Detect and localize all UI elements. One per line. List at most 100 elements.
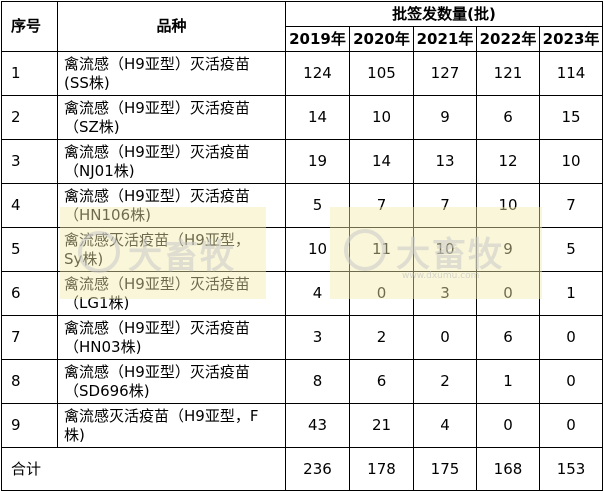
row-value: 10 bbox=[349, 95, 414, 140]
vaccine-name-line2: （LG1株) bbox=[64, 293, 130, 312]
row-value: 0 bbox=[476, 271, 540, 316]
row-value: 7 bbox=[413, 183, 477, 228]
vaccine-name-line1: 禽流感（H9亚型）灭活疫苗 bbox=[64, 98, 250, 117]
row-index: 7 bbox=[1, 315, 58, 360]
row-value: 43 bbox=[285, 403, 350, 448]
row-value: 114 bbox=[538, 51, 604, 96]
header-year: 2021年 bbox=[413, 26, 477, 52]
row-value: 0 bbox=[349, 271, 414, 316]
row-value: 0 bbox=[538, 315, 604, 360]
table-row: 4 禽流感（H9亚型）灭活疫苗 （HN106株) 5 7 7 10 7 bbox=[1, 183, 604, 228]
row-value: 10 bbox=[538, 139, 604, 184]
vaccine-name-line2: （HN106株) bbox=[64, 205, 151, 224]
row-value: 15 bbox=[538, 95, 604, 140]
row-value: 10 bbox=[476, 183, 540, 228]
row-index: 3 bbox=[1, 139, 58, 184]
total-value: 153 bbox=[538, 447, 604, 491]
header-row-top: 序号 品种 批签发数量(批) bbox=[1, 1, 604, 52]
row-index: 4 bbox=[1, 183, 58, 228]
row-value: 0 bbox=[538, 359, 604, 404]
vaccine-name-line1: 禽流感灭活疫苗（H9亚型， bbox=[64, 230, 250, 249]
row-value: 13 bbox=[413, 139, 477, 184]
header-index: 序号 bbox=[1, 1, 58, 52]
row-vaccine-name: 禽流感灭活疫苗（H9亚型， Sy株) bbox=[57, 227, 286, 272]
row-index: 8 bbox=[1, 359, 58, 404]
row-value: 121 bbox=[476, 51, 540, 96]
total-row: 合计 236 178 175 168 153 bbox=[1, 447, 604, 491]
row-value: 14 bbox=[349, 139, 414, 184]
row-value: 5 bbox=[285, 183, 350, 228]
header-group: 批签发数量(批) bbox=[284, 1, 604, 27]
vaccine-name-line1: 禽流感（H9亚型）灭活疫苗 bbox=[64, 362, 250, 381]
total-value: 175 bbox=[413, 447, 477, 491]
row-value: 8 bbox=[285, 359, 350, 404]
row-value: 7 bbox=[349, 183, 414, 228]
header-year: 2022年 bbox=[476, 26, 540, 52]
row-vaccine-name: 禽流感（H9亚型）灭活疫苗 （LG1株) bbox=[57, 271, 286, 316]
table-row: 5 禽流感灭活疫苗（H9亚型， Sy株) 10 11 10 9 5 bbox=[1, 227, 604, 272]
vaccine-name-line2: (SS株) bbox=[64, 73, 110, 92]
header-year: 2020年 bbox=[349, 26, 414, 52]
vaccine-name-line2: （SD696株) bbox=[64, 381, 150, 400]
row-value: 11 bbox=[349, 227, 414, 272]
row-value: 9 bbox=[413, 95, 477, 140]
vaccine-name-line1: 禽流感（H9亚型）灭活疫苗 bbox=[64, 54, 250, 73]
vaccine-name-line2: 株) bbox=[64, 425, 85, 444]
row-value: 2 bbox=[413, 359, 477, 404]
vaccine-name-line2: （SZ株) bbox=[64, 117, 120, 136]
vaccine-name-line2: （NJ01株) bbox=[64, 161, 135, 180]
row-vaccine-name: 禽流感（H9亚型）灭活疫苗 （SD696株) bbox=[57, 359, 286, 404]
row-value: 7 bbox=[538, 183, 604, 228]
table-row: 1 禽流感（H9亚型）灭活疫苗 (SS株) 124 105 127 121 114 bbox=[1, 51, 604, 96]
row-vaccine-name: 禽流感灭活疫苗（H9亚型，F 株) bbox=[57, 403, 286, 448]
row-index: 2 bbox=[1, 95, 58, 140]
table-row: 9 禽流感灭活疫苗（H9亚型，F 株) 43 21 4 0 0 bbox=[1, 403, 604, 448]
vaccine-name-line1: 禽流感（H9亚型）灭活疫苗 bbox=[64, 318, 250, 337]
row-value: 5 bbox=[538, 227, 604, 272]
row-index: 9 bbox=[1, 403, 58, 448]
vaccine-name-line1: 禽流感（H9亚型）灭活疫苗 bbox=[64, 186, 250, 205]
total-value: 168 bbox=[476, 447, 540, 491]
vaccine-name-line1: 禽流感（H9亚型）灭活疫苗 bbox=[64, 142, 250, 161]
row-index: 5 bbox=[1, 227, 58, 272]
header-row-years: 2019年 2020年 2021年 2022年 2023年 bbox=[2, 26, 604, 52]
table-row: 6 禽流感（H9亚型）灭活疫苗 （LG1株) 4 0 3 0 1 bbox=[1, 271, 604, 316]
row-value: 127 bbox=[413, 51, 477, 96]
row-value: 0 bbox=[413, 315, 477, 360]
vaccine-name-line2: （HN03株) bbox=[64, 337, 142, 356]
row-value: 0 bbox=[538, 403, 604, 448]
total-value: 178 bbox=[349, 447, 414, 491]
table-row: 3 禽流感（H9亚型）灭活疫苗 （NJ01株) 19 14 13 12 10 bbox=[1, 139, 604, 184]
row-value: 10 bbox=[285, 227, 350, 272]
row-vaccine-name: 禽流感（H9亚型）灭活疫苗 （HN106株) bbox=[57, 183, 286, 228]
row-value: 105 bbox=[349, 51, 414, 96]
table-row: 7 禽流感（H9亚型）灭活疫苗 （HN03株) 3 2 0 6 0 bbox=[1, 315, 604, 360]
total-label: 合计 bbox=[1, 447, 286, 491]
row-value: 10 bbox=[413, 227, 477, 272]
row-value: 1 bbox=[476, 359, 540, 404]
total-value: 236 bbox=[285, 447, 350, 491]
row-value: 4 bbox=[285, 271, 350, 316]
vaccine-name-line2: Sy株) bbox=[64, 249, 104, 268]
row-value: 6 bbox=[349, 359, 414, 404]
row-value: 12 bbox=[476, 139, 540, 184]
row-vaccine-name: 禽流感（H9亚型）灭活疫苗 (SS株) bbox=[57, 51, 286, 96]
row-index: 6 bbox=[1, 271, 58, 316]
row-value: 19 bbox=[285, 139, 350, 184]
vaccine-name-line1: 禽流感灭活疫苗（H9亚型，F bbox=[64, 406, 259, 425]
row-value: 0 bbox=[476, 403, 540, 448]
row-vaccine-name: 禽流感（H9亚型）灭活疫苗 （HN03株) bbox=[57, 315, 286, 360]
header-year: 2019年 bbox=[285, 26, 350, 52]
row-vaccine-name: 禽流感（H9亚型）灭活疫苗 （SZ株) bbox=[57, 95, 286, 140]
row-value: 6 bbox=[476, 95, 540, 140]
row-value: 4 bbox=[413, 403, 477, 448]
vaccine-name-line1: 禽流感（H9亚型）灭活疫苗 bbox=[64, 274, 250, 293]
header-year: 2023年 bbox=[538, 26, 604, 52]
row-value: 124 bbox=[285, 51, 350, 96]
row-vaccine-name: 禽流感（H9亚型）灭活疫苗 （NJ01株) bbox=[57, 139, 286, 184]
row-value: 3 bbox=[413, 271, 477, 316]
row-value: 3 bbox=[285, 315, 350, 360]
table-row: 8 禽流感（H9亚型）灭活疫苗 （SD696株) 8 6 2 1 0 bbox=[1, 359, 604, 404]
row-index: 1 bbox=[1, 51, 58, 96]
